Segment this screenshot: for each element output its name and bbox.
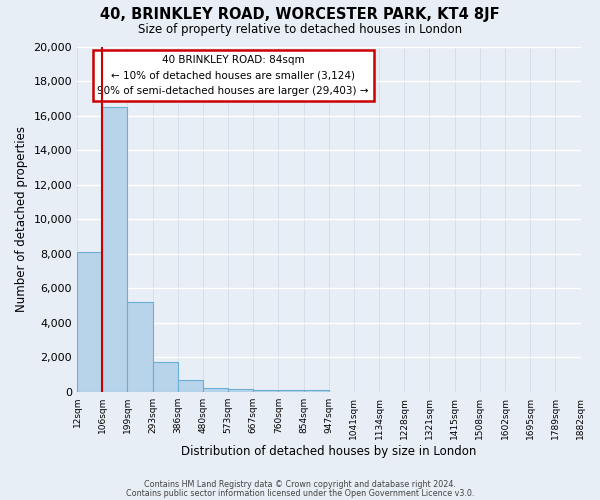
Bar (77, 252, 102, 392)
Text: Contains public sector information licensed under the Open Government Licence v3: Contains public sector information licen… (126, 490, 474, 498)
Bar (102, 107, 127, 392)
Text: 40, BRINKLEY ROAD, WORCESTER PARK, KT4 8JF: 40, BRINKLEY ROAD, WORCESTER PARK, KT4 8… (100, 8, 500, 22)
X-axis label: Distribution of detached houses by size in London: Distribution of detached houses by size … (181, 444, 476, 458)
Bar (304, 390, 329, 392)
Text: 40 BRINKLEY ROAD: 84sqm
← 10% of detached houses are smaller (3,124)
90% of semi: 40 BRINKLEY ROAD: 84sqm ← 10% of detache… (97, 55, 369, 96)
Y-axis label: Number of detached properties: Number of detached properties (15, 126, 28, 312)
Bar (152, 362, 178, 392)
Bar (178, 380, 203, 392)
Bar (228, 389, 253, 392)
Bar (127, 302, 152, 392)
Text: Size of property relative to detached houses in London: Size of property relative to detached ho… (138, 22, 462, 36)
Bar (203, 388, 228, 392)
Text: Contains HM Land Registry data © Crown copyright and database right 2024.: Contains HM Land Registry data © Crown c… (144, 480, 456, 489)
Bar (253, 390, 278, 392)
Bar (278, 390, 304, 392)
